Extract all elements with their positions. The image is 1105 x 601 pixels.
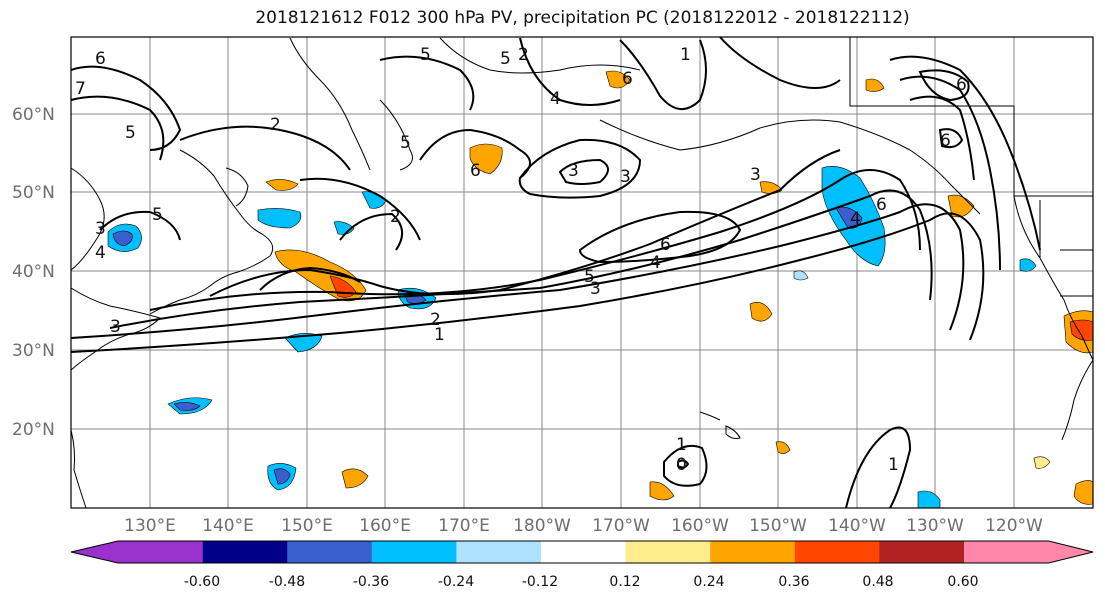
- colorbar-tick-label: 0.48: [862, 574, 893, 590]
- contour-label: 3: [568, 161, 579, 181]
- contour-label: 2: [270, 115, 281, 135]
- contour-label: 2: [390, 207, 401, 227]
- colorbar-tick-label: -0.60: [184, 574, 220, 590]
- lon-label: 150°W: [749, 516, 807, 536]
- lat-label: 60°N: [12, 105, 55, 125]
- graticule: [71, 37, 1093, 508]
- contour-label: 5: [152, 205, 163, 225]
- lon-label: 130°E: [124, 516, 176, 536]
- colorbar-tick-label: -0.24: [438, 574, 474, 590]
- contour-label: 1: [888, 455, 899, 475]
- contour-label: 6: [95, 49, 106, 69]
- contour-label: 6: [470, 161, 481, 181]
- contour-label: 2: [430, 310, 441, 330]
- colorbar-tick-label: -0.36: [353, 574, 389, 590]
- map-frame: [70, 36, 1094, 509]
- contour-label: 3: [110, 317, 121, 337]
- contour-label: 5: [584, 267, 595, 287]
- lon-label: 180°W: [513, 516, 571, 536]
- longitude-labels: 130°E 140°E 150°E 160°E 170°E 180°W 170°…: [124, 516, 1043, 536]
- contour-label: 7: [75, 79, 86, 99]
- lat-label: 50°N: [12, 183, 55, 203]
- contour-label: 5: [125, 123, 136, 143]
- map-title: 2018121612 F012 300 hPa PV, precipitatio…: [255, 8, 910, 28]
- colorbar-extend-max: [964, 541, 1093, 563]
- lat-label: 30°N: [12, 341, 55, 361]
- contour-label: 1: [676, 435, 687, 455]
- lon-label: 160°W: [671, 516, 729, 536]
- contour-label: 1: [680, 45, 691, 65]
- contour-label: 2: [518, 45, 529, 65]
- colorbar-extend-min: [71, 541, 203, 563]
- colorbar-segment: [202, 541, 288, 563]
- colorbar-segment: [794, 541, 880, 563]
- latitude-labels: 60°N 50°N 40°N 30°N 20°N: [12, 105, 55, 440]
- contour-label: 5: [400, 133, 411, 153]
- lon-label: 130°W: [906, 516, 964, 536]
- map-panel: [71, 37, 1093, 508]
- lon-label: 150°E: [281, 516, 333, 536]
- contour-label: 3: [590, 279, 601, 299]
- colorbar-tick-label: 0.60: [947, 574, 978, 590]
- colorbar-segment: [371, 541, 457, 563]
- contour-label: 6: [660, 235, 671, 255]
- lon-label: 170°W: [592, 516, 650, 536]
- colorbar-segment: [625, 541, 711, 563]
- lat-label: 40°N: [12, 262, 55, 282]
- colorbar-segment: [710, 541, 796, 563]
- lon-label: 120°W: [985, 516, 1043, 536]
- contour-label: 3: [750, 165, 761, 185]
- lat-label: 20°N: [12, 420, 55, 440]
- contour-label: 1: [434, 325, 445, 345]
- colorbar-tick-label: -0.48: [269, 574, 305, 590]
- contour-label: 5: [420, 45, 431, 65]
- contour-label: 6: [622, 69, 633, 89]
- contour-label: 0: [676, 455, 687, 475]
- colorbar-tick-label: -0.12: [522, 574, 558, 590]
- contour-label: 4: [650, 253, 661, 273]
- contour-label: 5: [500, 49, 511, 69]
- contour-label-group: 6 7 5 2 3 4 5 2 3 5 3 6 2 3 5 4 6 1 2 3 …: [75, 45, 967, 475]
- colorbar-tick-label: 0.12: [609, 574, 640, 590]
- colorbar-segment: [287, 541, 373, 563]
- colorbar-tick-label: 0.24: [693, 574, 724, 590]
- contour-label: 6: [876, 195, 887, 215]
- lon-label: 140°W: [828, 516, 886, 536]
- precip-shading: [107, 70, 1094, 509]
- contour-label: 3: [95, 219, 106, 239]
- colorbar: -0.60 -0.48 -0.36 -0.24 -0.12 0.12 0.24 …: [70, 540, 1094, 590]
- colorbar-segment: [541, 541, 627, 563]
- contour-label: 4: [95, 243, 106, 263]
- lon-label: 170°E: [438, 516, 490, 536]
- colorbar-outline: [70, 540, 1094, 564]
- colorbar-segment: [456, 541, 542, 563]
- contour-label: 4: [550, 89, 561, 109]
- contour-label: 4: [850, 209, 861, 229]
- contour-label: 3: [620, 167, 631, 187]
- contour-label: 6: [956, 75, 967, 95]
- contour-label: 6: [940, 131, 951, 151]
- lon-label: 140°E: [202, 516, 254, 536]
- pv-contours: [70, 36, 1041, 509]
- colorbar-ticks: -0.60 -0.48 -0.36 -0.24 -0.12 0.12 0.24 …: [184, 574, 979, 590]
- coastlines: [70, 37, 1094, 509]
- colorbar-tick-label: 0.36: [778, 574, 809, 590]
- colorbar-segment: [879, 541, 965, 563]
- lon-label: 160°E: [359, 516, 411, 536]
- colorbar-segments: [70, 540, 1094, 564]
